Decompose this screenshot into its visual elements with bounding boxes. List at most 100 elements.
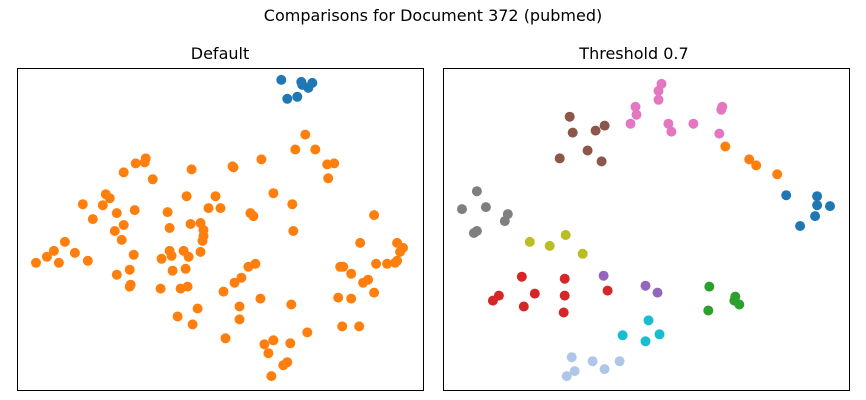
scatter-point [116,234,127,245]
scatter-point [124,264,135,275]
scatter-point [82,255,93,266]
scatter-point [599,120,610,131]
scatter-point [392,255,403,266]
scatter-point [369,210,380,221]
scatter-point [323,173,334,184]
scatter-point [53,257,64,268]
scatter-point [333,292,344,303]
scatter-point [118,220,129,230]
scatter-point [229,277,240,288]
scatter-point [48,245,59,256]
scatter-point [825,201,835,212]
scatter-point [155,283,166,294]
scatter-point [186,164,197,175]
scatter-point [100,189,111,200]
scatter-point [493,290,504,301]
scatter-point [631,109,642,120]
scatter-point [178,245,189,256]
scatter-point [97,200,108,211]
scatter-point [564,111,575,122]
scatter-point [480,202,491,213]
scatter-point [285,338,296,349]
scatter-point [263,348,274,359]
scatter-point [559,273,570,284]
scatter-point [598,270,609,281]
scatter-point [617,330,628,341]
scatter-point [781,190,792,201]
scatter-point [471,186,482,197]
scatter-point [703,305,714,316]
scatter-point [250,258,261,269]
scatter-point [198,231,209,241]
scatter-point [640,336,651,347]
scatter-point [730,291,741,302]
scatter-point [210,191,221,202]
scatter-point [87,214,98,225]
scatter-point [666,126,677,137]
scatter-point [307,77,318,88]
scatter-point [795,221,806,231]
scatter-point [167,265,178,276]
scatter-point [59,236,70,247]
scatter-point [181,191,192,202]
scatter-point [560,230,571,240]
scatter-point [236,272,247,283]
scatter-point [772,169,783,180]
scatter-point [630,101,641,112]
scatter-point [714,128,725,139]
scatter-point [172,311,183,322]
scatter-point [195,218,206,228]
panel-title-threshold: Threshold 0.7 [579,44,689,63]
scatter-point [524,236,535,247]
scatter-point [577,248,588,259]
scatter-point [69,247,80,258]
scatter-point [371,258,382,269]
scatter-point [518,301,529,312]
scatter-point [297,79,308,90]
scatter-point [558,307,569,318]
scatter-point [502,209,513,220]
scatter-point [111,208,122,219]
scatter-point [596,156,607,167]
scatter-point [140,153,151,164]
scatter-point [810,211,821,222]
scatter-point [717,101,728,112]
scatter-point [248,211,259,222]
scatter-point [640,280,651,291]
scatter-point [276,74,287,85]
scatter-point [234,314,245,325]
scatter-point [653,94,664,105]
scatter-point [187,319,198,330]
scatter-point [544,240,555,251]
scatter-point [203,203,214,214]
scatter-point [392,237,403,248]
scatter-point [31,257,41,268]
scatter-point [590,125,601,136]
scatter-point [516,271,527,282]
scatter-point [614,356,625,367]
scatter-point [554,153,565,164]
scatter-point [41,251,52,262]
scatter-point [720,141,731,152]
scatter-point [322,159,333,170]
scatter-point [567,127,578,138]
scatter-point [129,205,140,216]
scatter-point [182,281,193,292]
scatter-point [625,118,636,129]
scatter-point [529,288,540,299]
scatter-point [234,301,245,312]
scatter-point [218,286,229,297]
scatter-point [457,204,467,215]
scatter-point [310,144,321,155]
scatter-point [582,145,593,156]
scatter-point [599,364,610,375]
scatter-point [704,281,715,292]
scatter-point [266,371,277,382]
scatter-point [77,199,88,210]
scatter-point [395,246,406,257]
scatter-point [688,118,699,129]
scatter-point [130,158,141,169]
scatter-point [300,129,311,140]
scatter-point [147,174,158,185]
scatter-point [220,333,231,344]
